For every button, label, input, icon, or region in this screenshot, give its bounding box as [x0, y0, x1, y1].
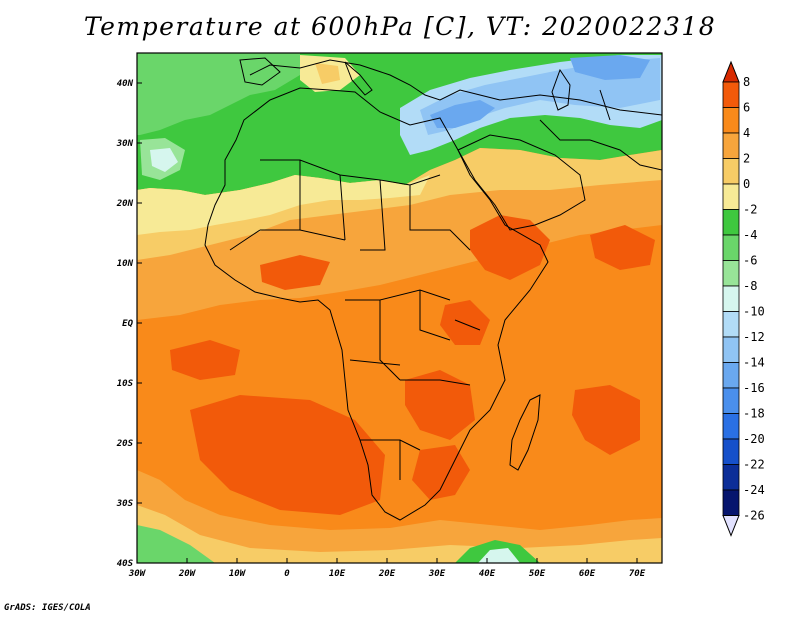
field-blue-ne: [570, 55, 650, 80]
field-amber-south: [137, 470, 662, 563]
africa-coastline: [204, 87, 549, 521]
colorbar-label: 4: [743, 126, 750, 140]
field-red-arabian: [590, 225, 655, 270]
iberia-coastline: [239, 57, 281, 86]
lon-label: 30W: [128, 569, 147, 579]
colorbar-label: 2: [743, 152, 750, 166]
colorbar-label: -4: [743, 228, 757, 242]
colorbar-label: 0: [743, 177, 750, 191]
lat-label: 20N: [116, 199, 134, 209]
colorbar-label: -8: [743, 279, 757, 293]
lon-label: 20W: [178, 569, 197, 579]
colorbar-box: [722, 158, 740, 185]
colorbar-box: [722, 489, 740, 516]
madagascar-coastline: [509, 394, 541, 471]
colorbar-label: -10: [743, 305, 765, 319]
field-cyan-s: [478, 548, 520, 563]
colorbar-bottom-arrow: [722, 515, 740, 537]
arabia-coastline: [457, 134, 586, 231]
map-title: Temperature at 600hPa [C], VT: 202002231…: [83, 12, 717, 41]
grads-credit: GrADS: IGES/COLA: [4, 603, 91, 613]
field-red-southwest2: [190, 395, 385, 515]
asia-borders: [499, 89, 662, 171]
field-lightgreen-nw: [137, 53, 300, 135]
colorbar-box: [722, 81, 740, 108]
colorbar-label: -26: [743, 509, 765, 523]
colorbar-label: -14: [743, 356, 765, 370]
colorbar-label: -22: [743, 458, 765, 472]
colorbar-label: -6: [743, 254, 757, 268]
colorbar-box: [722, 107, 740, 134]
caspian-coastline: [551, 68, 571, 111]
country-borders: [229, 159, 481, 480]
colorbar-label: -24: [743, 483, 765, 497]
colorbar-label: -16: [743, 381, 765, 395]
lat-label: 40S: [117, 559, 134, 569]
lon-label: 60E: [579, 569, 596, 579]
colorbar-box: [722, 362, 740, 389]
field-yellow-sahara2: [315, 63, 340, 84]
field-cyan-nw: [150, 148, 178, 172]
colorbar-label: -20: [743, 432, 765, 446]
colorbar-box: [722, 132, 740, 159]
lat-label: 20S: [116, 439, 134, 449]
colorbar-box: [722, 413, 740, 440]
lat-label: EQ: [122, 319, 133, 329]
field-red-sahel: [260, 255, 330, 290]
lat-label: 10N: [117, 259, 134, 269]
lon-label: 70E: [629, 569, 646, 579]
colorbar-box: [722, 234, 740, 261]
lon-label: 30E: [428, 569, 446, 579]
colorbar-box: [722, 285, 740, 312]
colorbar-label: -2: [743, 203, 757, 217]
field-red-madagascar-e: [572, 385, 640, 455]
lon-label: 10E: [329, 569, 346, 579]
lon-label: 0: [284, 569, 290, 579]
colorbar-box: [722, 260, 740, 287]
colorbar-box: [722, 464, 740, 491]
colorbar-top-arrow: [722, 60, 740, 83]
field-amber-band: [137, 180, 662, 320]
colorbar-box: [722, 183, 740, 210]
colorbar-label: -18: [743, 407, 765, 421]
europe-coastline: [249, 59, 501, 101]
colorbar-label: 6: [743, 101, 750, 115]
plot-frame: [136, 52, 663, 564]
lon-label: 20E: [378, 569, 396, 579]
field-yellow-south: [137, 505, 662, 563]
italy-coastline: [344, 61, 373, 96]
colorbar: 8 6 4 2 0 -2 -4 -6 -8 -10 -12 -14 -16 -18 -20 -22 -24 -26: [722, 60, 765, 537]
colorbar-box: [722, 311, 740, 338]
colorbar-label: 8: [743, 75, 750, 89]
lat-label: 10S: [117, 379, 134, 389]
lon-label: 50E: [529, 569, 546, 579]
colorbar-box: [722, 336, 740, 363]
coastlines: [204, 57, 662, 521]
colorbar-label: -12: [743, 330, 765, 344]
lon-label: 10W: [229, 569, 247, 579]
lat-label: 30S: [116, 499, 134, 509]
colorbar-box: [722, 209, 740, 236]
field-red-w: [170, 340, 240, 380]
field-blue-med2: [430, 100, 495, 128]
field-red-ea2: [440, 300, 490, 345]
lon-label: 40E: [479, 569, 496, 579]
field-red-zambia: [405, 370, 475, 440]
field-green-sw: [137, 525, 215, 563]
lat-label: 30N: [116, 139, 134, 149]
colorbar-box: [722, 387, 740, 414]
field-red-eastafrica: [470, 215, 550, 280]
colorbar-box: [722, 438, 740, 465]
lat-label: 40N: [117, 79, 134, 89]
temperature-field: [137, 53, 662, 563]
